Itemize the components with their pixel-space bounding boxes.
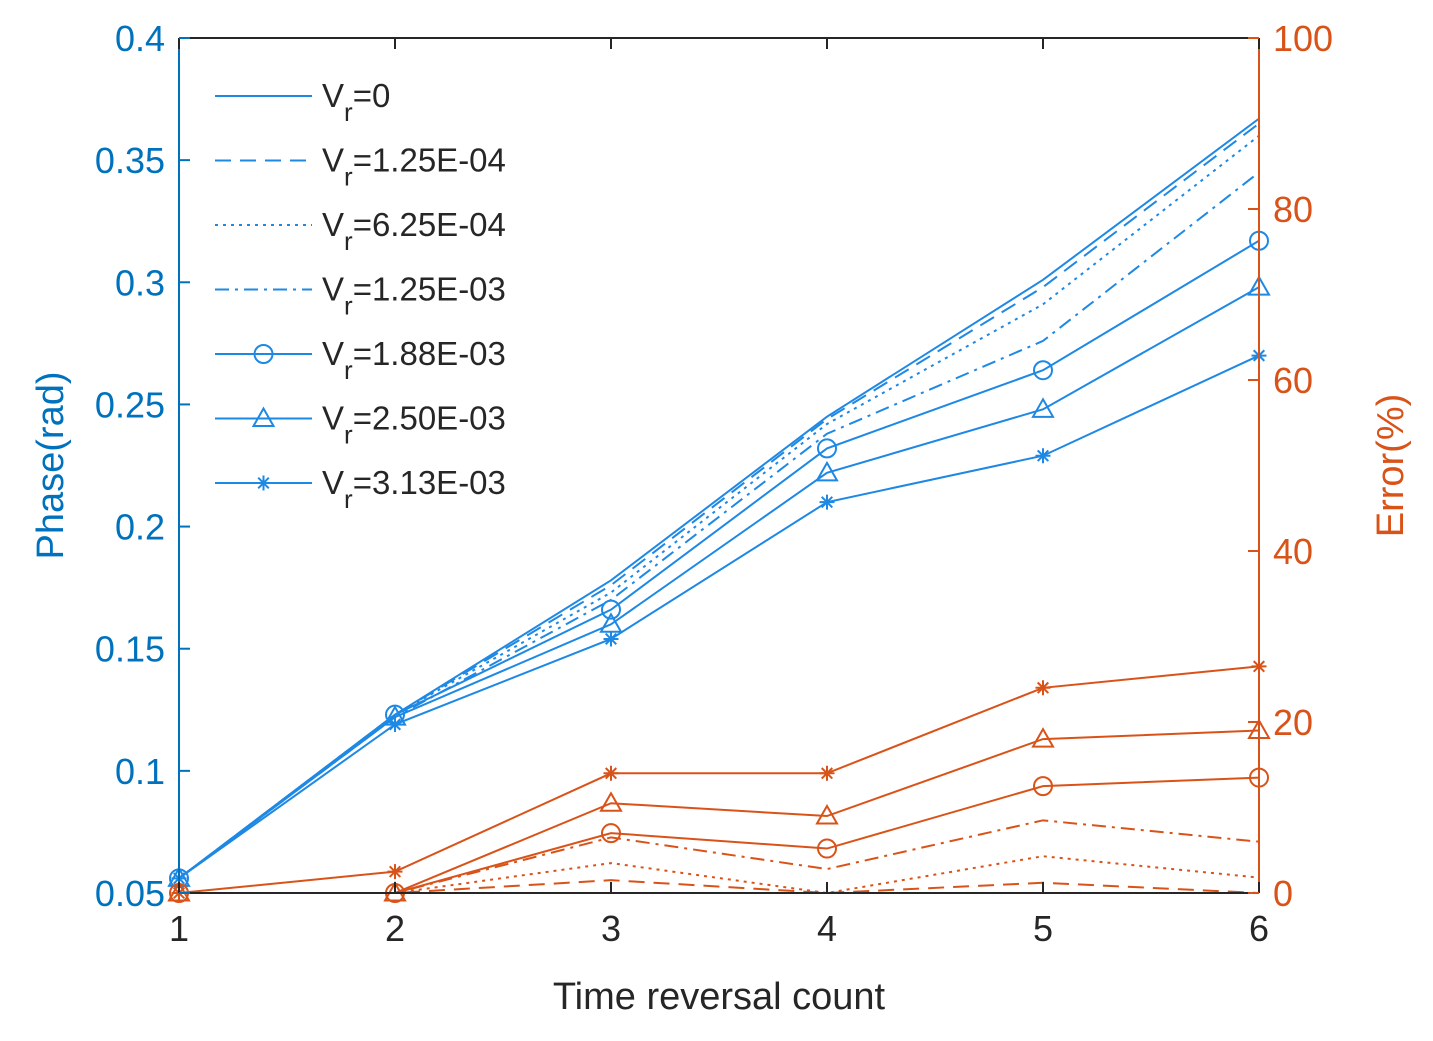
legend-label-2: Vr=1.25E-04: [322, 142, 506, 192]
y-right-tick-label: 20: [1273, 702, 1313, 743]
y-left-tick-label: 0.1: [115, 751, 165, 792]
error-series-7-point-2: [387, 864, 403, 880]
legend-label-main: V: [322, 77, 344, 114]
legend-label-subscript: r: [344, 291, 353, 321]
phase-series-6-point-4: [815, 460, 839, 482]
y-left-tick-label: 0.3: [115, 262, 165, 303]
phase-series-5-point-3: [601, 599, 621, 620]
phase-series-5-point-5: [1033, 360, 1053, 381]
phase-series-7-point-3: [603, 631, 619, 647]
legend-label-7: Vr=3.13E-03: [322, 464, 506, 514]
error-series-6-point-5: [1031, 727, 1055, 748]
phase-series-7-point-4: [819, 494, 835, 510]
legend-label-main: V: [322, 400, 344, 437]
phase-series-7-line: [178, 354, 1260, 880]
y-right-tick-label: 100: [1273, 18, 1333, 59]
legend-label-value: =0: [353, 77, 391, 114]
phase-series-6-point-3: [599, 612, 623, 633]
y-left-tick-label: 0.15: [95, 629, 165, 670]
y-right-axis-label: Error(%): [1370, 394, 1412, 538]
legend: Vr=0Vr=1.25E-04Vr=6.25E-04Vr=1.25E-03Vr=…: [215, 77, 506, 514]
error-series-5-point-4: [817, 838, 837, 859]
error-series-7-point-3: [603, 765, 619, 781]
legend-label-1: Vr=0: [322, 77, 390, 127]
phase-series-7-point-5: [1035, 448, 1051, 464]
y-left-tick-label: 0.4: [115, 18, 165, 59]
legend-label-main: V: [322, 142, 344, 179]
legend-label-subscript: r: [344, 97, 353, 127]
x-tick-label: 2: [385, 908, 405, 949]
legend-label-4: Vr=1.25E-03: [322, 271, 506, 321]
legend-label-value: =1.25E-04: [353, 142, 506, 179]
y-right-tick-label: 60: [1273, 360, 1313, 401]
legend-marker-7: [256, 475, 271, 491]
axes: 1 2 3 4 5 6 0.05 0.1 0.15 0.2 0.25 0.3 0.35 0.4 0 20 40 6…: [30, 18, 1412, 1018]
error-series-5-line: [179, 776, 1260, 894]
error-series-5-point-3: [601, 823, 621, 844]
y-right-tick-label: 40: [1273, 531, 1313, 572]
legend-label-value: =1.25E-03: [353, 271, 506, 308]
x-tick-label: 4: [817, 908, 837, 949]
legend-label-main: V: [322, 206, 344, 243]
legend-marker-6: [251, 406, 276, 427]
x-tick-label: 1: [169, 908, 189, 949]
legend-label-value: =3.13E-03: [353, 464, 506, 501]
phase-series-6-point-5: [1031, 397, 1055, 418]
error-series-7-point-4: [819, 765, 835, 781]
legend-label-subscript: r: [344, 226, 353, 256]
legend-label-value: =6.25E-04: [353, 206, 506, 243]
y-left-axis-label: Phase(rad): [30, 372, 72, 560]
legend-label-3: Vr=6.25E-04: [322, 206, 506, 256]
x-tick-label: 5: [1033, 908, 1053, 949]
legend-label-main: V: [322, 335, 344, 372]
legend-label-value: =1.88E-03: [353, 335, 506, 372]
y-left-tick-label: 0.35: [95, 140, 165, 181]
legend-label-value: =2.50E-03: [353, 400, 506, 437]
legend-label-subscript: r: [344, 484, 353, 514]
legend-label-subscript: r: [344, 420, 353, 450]
x-tick-label: 3: [601, 908, 621, 949]
y-right-tick-label: 80: [1273, 189, 1313, 230]
phase-series-5-line: [178, 239, 1260, 880]
y-left-tick-label: 0.05: [95, 873, 165, 914]
x-tick-label: 6: [1249, 908, 1269, 949]
legend-label-5: Vr=1.88E-03: [322, 335, 506, 385]
y-left-tick-label: 0.25: [95, 384, 165, 425]
error-series-6-point-3: [599, 791, 623, 812]
phase-series-7-point-2: [387, 716, 403, 732]
phase-series-6-line: [178, 286, 1260, 880]
error-series-4-line: [179, 819, 1260, 894]
legend-label-6: Vr=2.50E-03: [322, 400, 506, 450]
error-series-7-point-5: [1035, 680, 1051, 696]
error-series-6-point-4: [815, 804, 839, 825]
error-series-7-line: [178, 665, 1260, 894]
legend-marker-5: [253, 344, 274, 364]
y-left-tick-label: 0.2: [115, 507, 165, 548]
legend-label-subscript: r: [344, 355, 353, 385]
legend-label-main: V: [322, 464, 344, 501]
error-series-6-point-2: [383, 880, 407, 902]
error-series-2-line: [179, 879, 1260, 895]
legend-label-main: V: [322, 271, 344, 308]
legend-label-subscript: r: [344, 162, 353, 192]
x-axis-label: Time reversal count: [553, 976, 886, 1018]
error-series-5-point-5: [1033, 776, 1053, 797]
phase-series-5-point-4: [817, 438, 837, 459]
y-right-tick-label: 0: [1273, 873, 1293, 914]
